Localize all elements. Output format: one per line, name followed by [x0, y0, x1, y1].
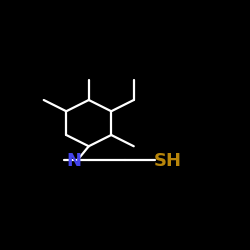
Text: N: N: [66, 152, 81, 170]
Text: SH: SH: [154, 152, 182, 170]
